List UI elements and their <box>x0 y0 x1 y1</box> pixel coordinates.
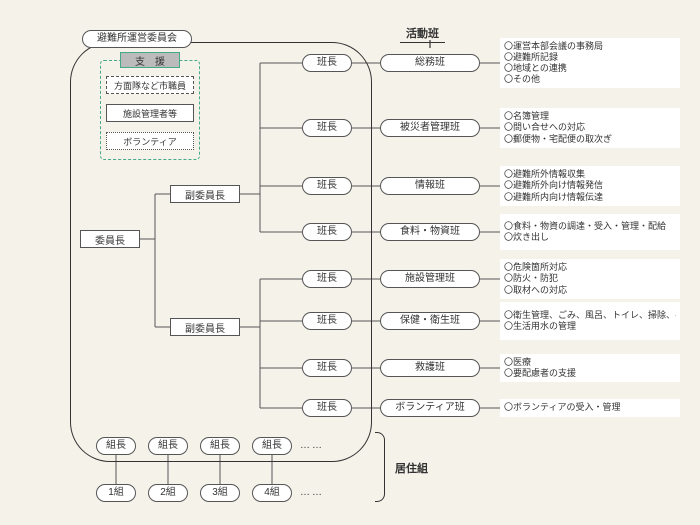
task-item: 〇要配慮者の支援 <box>504 368 676 379</box>
group-pill-3: 食料・物資班 <box>380 223 480 241</box>
task-item: 〇避難所外向け情報発信 <box>504 180 676 191</box>
group-pill-1: 被災者管理班 <box>380 119 480 137</box>
group-pill-2: 情報班 <box>380 177 480 195</box>
kumi-2: 3組 <box>200 484 240 502</box>
kumicho-3: 組長 <box>252 437 292 455</box>
task-item: 〇取材への対応 <box>504 285 676 296</box>
leader-pill-2: 班長 <box>302 177 352 195</box>
committee-title: 避難所運営委員会 <box>82 30 192 48</box>
tasks-box-1: 〇名簿管理〇問い合せへの対応〇郵便物・宅配便の取次ぎ <box>500 108 680 148</box>
task-item: 〇衛生管理、ごみ、風呂、トイレ、掃除、ペット <box>504 310 676 321</box>
leader-pill-5: 班長 <box>302 312 352 330</box>
task-item: 〇医療 <box>504 357 676 368</box>
leader-pill-0: 班長 <box>302 54 352 72</box>
task-item: 〇防火・防犯 <box>504 273 676 284</box>
task-item: 〇危険箇所対応 <box>504 262 676 273</box>
group-pill-6: 救護班 <box>380 359 480 377</box>
group-pill-4: 施設管理班 <box>380 270 480 288</box>
chair-box: 委員長 <box>80 230 140 248</box>
kumicho-2: 組長 <box>200 437 240 455</box>
task-item: 〇地域との連携 <box>504 63 676 74</box>
leader-pill-3: 班長 <box>302 223 352 241</box>
support-label: 支 援 <box>120 52 180 68</box>
resident-bracket <box>375 432 385 502</box>
tasks-box-2: 〇避難所外情報収集〇避難所外向け情報発信〇避難所内向け情報伝達 <box>500 166 680 206</box>
kumi-0: 1組 <box>96 484 136 502</box>
task-item: 〇避難所内向け情報伝達 <box>504 192 676 203</box>
leader-pill-6: 班長 <box>302 359 352 377</box>
resident-label: 居住組 <box>395 460 428 476</box>
tasks-box-0: 〇運営本部会議の事務局〇避難所記録〇地域との連携〇その他 <box>500 38 680 88</box>
task-item: 〇運営本部会議の事務局 <box>504 41 676 52</box>
groups-title: 活動班 <box>400 25 445 43</box>
task-item: 〇ボランティアの受入・管理 <box>504 402 676 413</box>
tasks-box-4: 〇危険箇所対応〇防火・防犯〇取材への対応 <box>500 259 680 299</box>
support-item-1: 施設管理者等 <box>106 104 194 122</box>
task-item: 〇避難所記録 <box>504 52 676 63</box>
leader-pill-4: 班長 <box>302 270 352 288</box>
support-item-2: ボランティア <box>106 132 194 150</box>
kumi-3: 4組 <box>252 484 292 502</box>
tasks-box-6: 〇医療〇要配慮者の支援 <box>500 354 680 382</box>
tasks-box-7: 〇ボランティアの受入・管理 <box>500 399 680 417</box>
group-pill-5: 保健・衛生班 <box>380 312 480 330</box>
task-item: 〇生活用水の管理 <box>504 321 676 332</box>
task-item: 〇郵便物・宅配便の取次ぎ <box>504 134 676 145</box>
group-pill-0: 総務班 <box>380 54 480 72</box>
kumicho-1: 組長 <box>148 437 188 455</box>
vicechair-box-1: 副委員長 <box>170 318 240 336</box>
task-item: 〇避難所外情報収集 <box>504 169 676 180</box>
kumicho-0: 組長 <box>96 437 136 455</box>
group-pill-7: ボランティア班 <box>380 399 480 417</box>
task-item: 〇炊き出し <box>504 232 676 243</box>
tasks-box-3: 〇食料・物資の調達・受入・管理・配給〇炊き出し <box>500 214 680 250</box>
task-item: 〇食料・物資の調達・受入・管理・配給 <box>504 221 676 232</box>
leader-pill-1: 班長 <box>302 119 352 137</box>
task-item: 〇その他 <box>504 74 676 85</box>
vicechair-box-0: 副委員長 <box>170 185 240 203</box>
task-item: 〇問い合せへの対応 <box>504 122 676 133</box>
tasks-box-5: 〇衛生管理、ごみ、風呂、トイレ、掃除、ペット〇生活用水の管理 <box>500 302 680 340</box>
support-item-0: 方面隊など市職員 <box>106 76 194 94</box>
dots-0: …… <box>300 440 324 451</box>
kumi-1: 2組 <box>148 484 188 502</box>
dots-1: …… <box>300 487 324 498</box>
task-item: 〇名簿管理 <box>504 111 676 122</box>
leader-pill-7: 班長 <box>302 399 352 417</box>
